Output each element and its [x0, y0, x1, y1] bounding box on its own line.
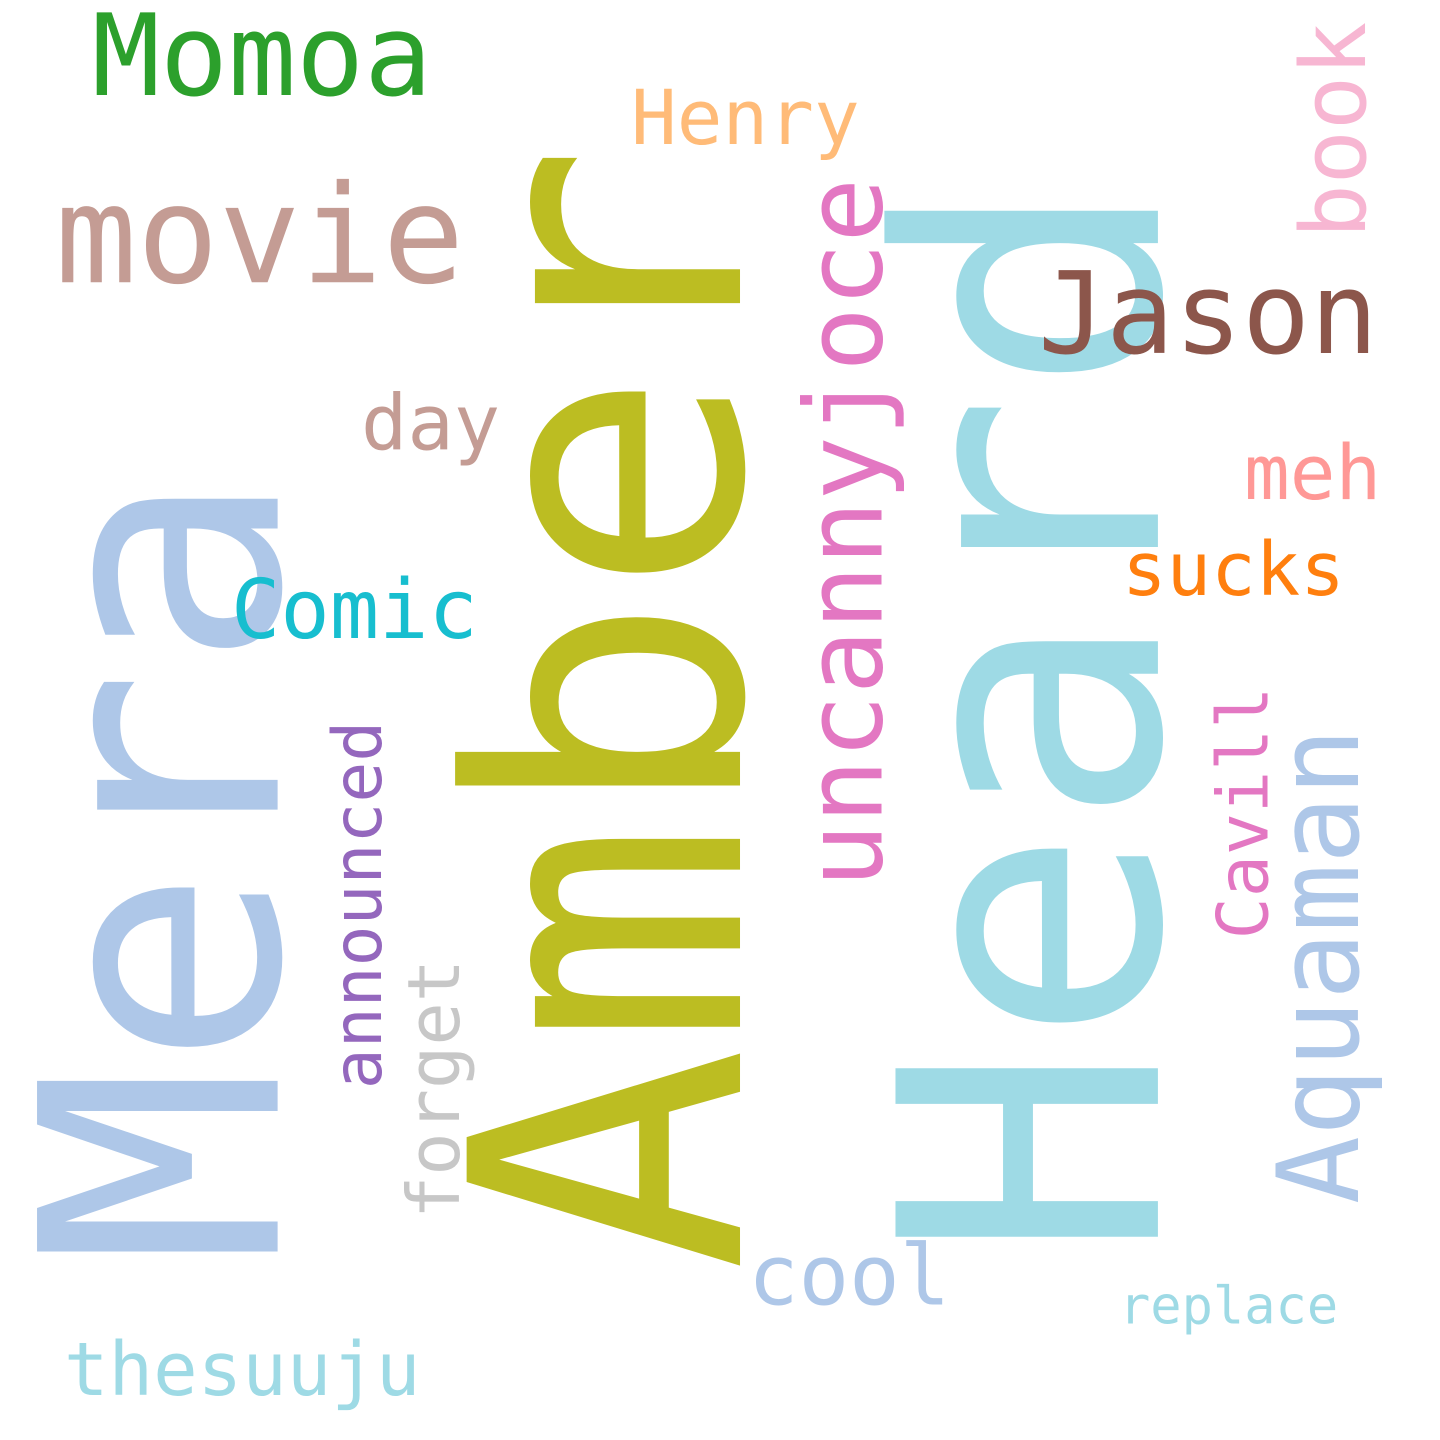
word-momoa: Momoa [92, 0, 433, 123]
word-amber: Amber [391, 143, 831, 1273]
word-replace: replace [1118, 1275, 1338, 1337]
word-cool: cool [748, 1226, 951, 1325]
word-henry: Henry [630, 73, 860, 163]
word-thesuuju: thesuuju [64, 1326, 421, 1413]
word-comic: Comic [231, 561, 478, 658]
word-sucks: sucks [1122, 526, 1345, 613]
word-book: book [1280, 21, 1387, 239]
word-announced: announced [317, 720, 398, 1090]
word-day: day [360, 378, 500, 469]
word-movie: movie [55, 155, 465, 315]
word-meh: meh [1243, 428, 1381, 518]
word-jason: Jason [1038, 247, 1379, 381]
word-forget: forget [391, 958, 476, 1219]
word-cavill: Cavill [1201, 686, 1284, 939]
word-uncanny: uncannyjoce [781, 177, 908, 889]
